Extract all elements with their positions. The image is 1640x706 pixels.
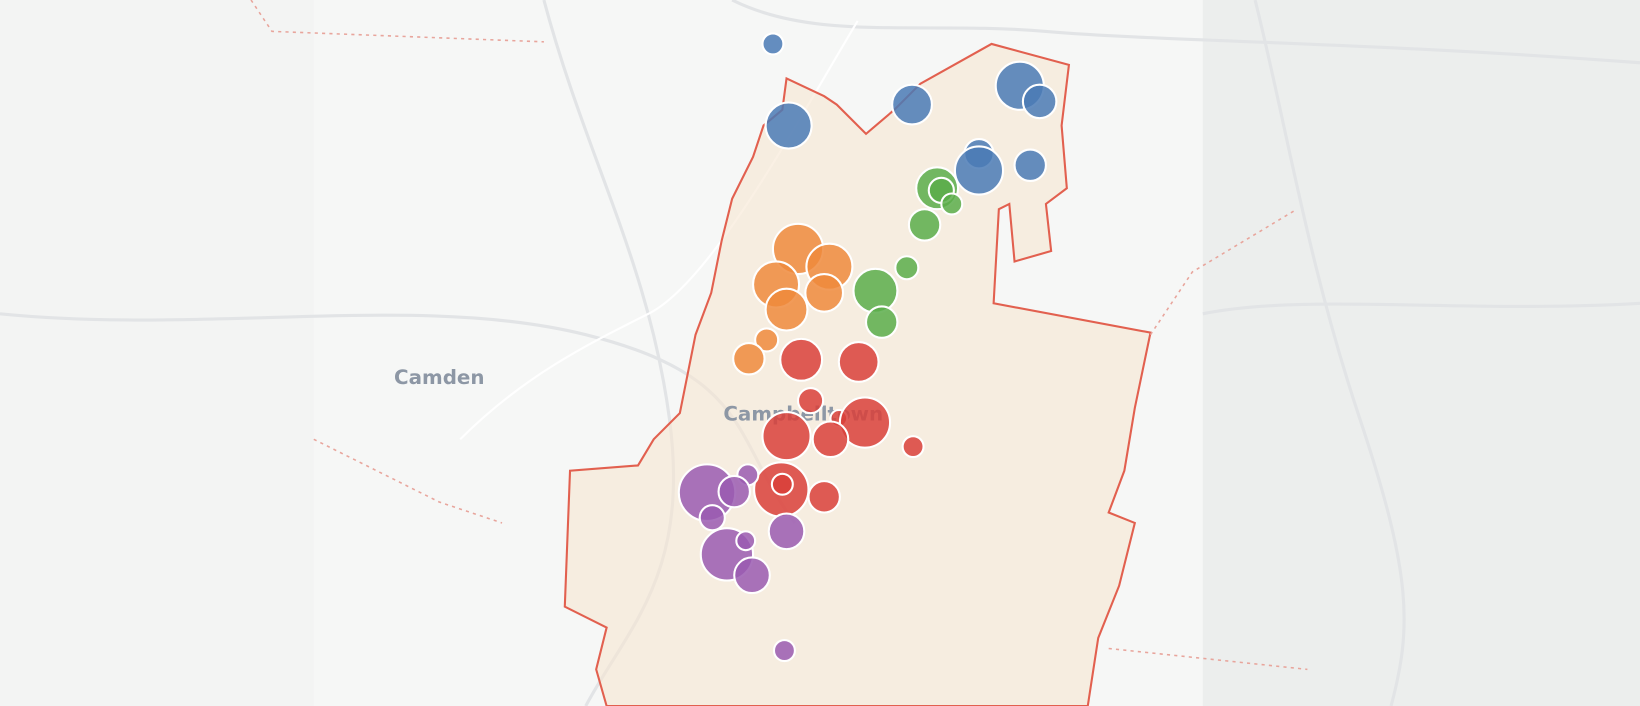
bubble[interactable]	[804, 272, 845, 313]
bubble[interactable]	[732, 342, 766, 376]
bubble[interactable]	[735, 530, 757, 552]
bubble[interactable]	[953, 145, 1005, 196]
bubble[interactable]	[1013, 148, 1047, 182]
bubble[interactable]	[761, 32, 785, 56]
terrain	[1202, 0, 1640, 706]
bubble[interactable]	[764, 287, 809, 332]
suburb-boundary	[250, 0, 1308, 671]
bubble[interactable]	[807, 480, 841, 514]
bubble[interactable]	[698, 504, 726, 532]
road	[731, 0, 1640, 65]
bubbles	[677, 32, 1058, 663]
bubble[interactable]	[1021, 83, 1058, 120]
bubble[interactable]	[838, 396, 892, 449]
bubble[interactable]	[940, 192, 964, 216]
bubble[interactable]	[894, 255, 920, 281]
bubble[interactable]	[772, 639, 796, 663]
bubble[interactable]	[767, 512, 806, 551]
bubble[interactable]	[852, 267, 899, 314]
bubble[interactable]	[796, 386, 825, 415]
bubble[interactable]	[907, 208, 942, 242]
bubble[interactable]	[770, 472, 794, 496]
bubble[interactable]	[901, 435, 925, 459]
road	[1253, 0, 1406, 706]
bubble[interactable]	[754, 327, 780, 353]
bubble[interactable]	[891, 83, 933, 126]
place-label: Camden	[394, 366, 484, 389]
terrain	[0, 0, 314, 706]
bubble[interactable]	[837, 340, 880, 383]
road	[1202, 301, 1640, 316]
bubble[interactable]	[811, 420, 850, 459]
bubble[interactable]	[864, 305, 899, 339]
bubble[interactable]	[761, 411, 812, 462]
bubble[interactable]	[764, 101, 813, 150]
bubble[interactable]	[717, 474, 751, 509]
bubble[interactable]	[733, 556, 771, 595]
bubble[interactable]	[779, 337, 824, 382]
